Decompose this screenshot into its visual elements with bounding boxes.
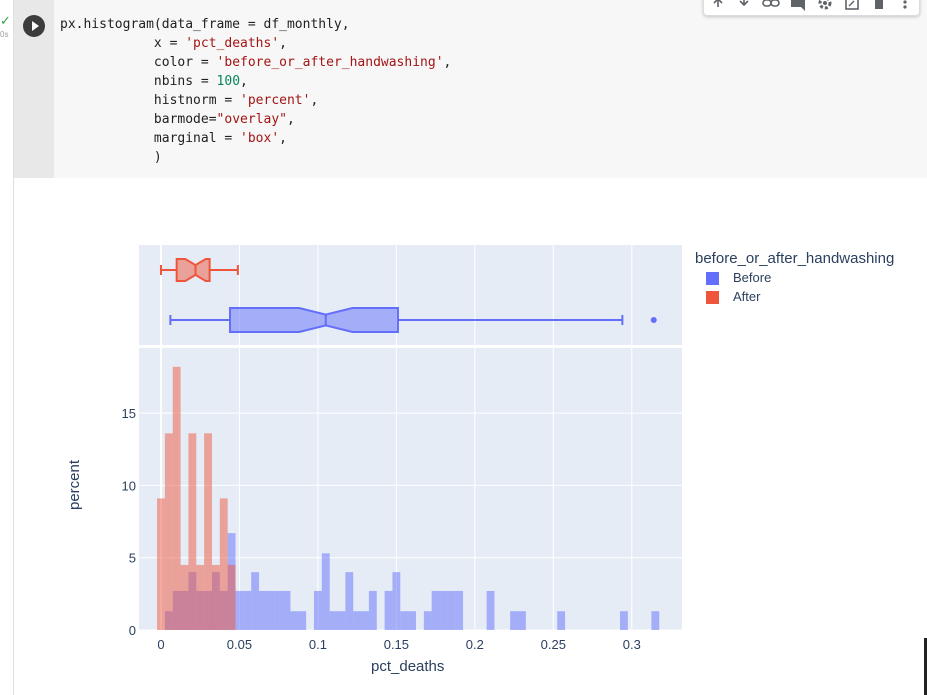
box-before [229,307,399,333]
x-tick-label: 0.2 [466,637,484,652]
histogram-bar-before [329,611,338,630]
scrollbar[interactable] [924,638,927,695]
histogram-bar-before [313,590,322,630]
mirror-cell-icon[interactable] [841,0,863,15]
histogram-bar-after [172,366,181,630]
x-tick-label: 0.25 [541,637,566,652]
histogram-bar-before [290,611,299,630]
histogram-bar-before [251,572,260,630]
histogram-bar-before [368,590,377,630]
notebook-margin [0,0,14,695]
legend-title: before_or_after_handwashing [695,250,895,267]
play-icon [32,21,39,31]
y-axis-title: percent [66,459,83,510]
histogram-bar-before [259,590,267,630]
x-tick-label: 0.15 [384,637,409,652]
cell-toolbar [703,0,920,16]
histogram-bar-after [157,498,165,630]
histogram-bar-after [196,564,205,630]
histogram-bar-after [180,564,189,630]
gear-icon[interactable] [814,0,836,15]
histogram-bar-before [408,611,416,630]
histogram-bar-after [211,564,220,630]
histogram-bar-before [423,611,432,630]
histogram-bar-before [486,590,495,630]
arrow-up-icon[interactable] [707,0,729,15]
execution-time: 0s [0,30,9,39]
histogram-bar-before [447,590,456,630]
histogram-bar-after [204,433,212,630]
legend-label-after: After [733,289,761,304]
histogram-bar-before [518,611,526,630]
legend-label-before: Before [733,270,772,285]
histogram-bar-before [266,590,275,630]
code-editor[interactable]: px.histogram(data_frame = df_monthly, x … [54,0,927,178]
y-tick-label: 15 [122,406,136,421]
comment-icon[interactable] [787,0,809,15]
legend-swatch-after [706,291,719,304]
histogram-bar-after [219,498,228,630]
histogram-bar-before [392,572,401,630]
histogram-bar-before [243,590,252,630]
histogram-bar-after [227,564,236,630]
histogram-bar-after [188,433,197,630]
histogram-bar-before [298,611,307,630]
histogram-bar-before [510,611,519,630]
run-cell-button[interactable] [23,15,45,37]
check-icon: ✓ [0,13,11,28]
legend-swatch-before [706,272,719,285]
cell-border [13,0,14,695]
delete-icon[interactable] [868,0,890,15]
box-outlier-before [650,317,657,323]
histogram-bar-before [361,611,369,630]
histogram-bar-before [620,611,628,630]
histogram-bar-before [345,572,354,630]
histogram-bar-before [400,611,409,630]
histogram-bar-before [557,611,566,630]
histogram-bar-before [321,553,330,630]
histogram-bar-before [384,590,393,630]
arrow-down-icon[interactable] [733,0,755,15]
x-axis-title: pct_deaths [371,658,445,675]
code-text[interactable]: px.histogram(data_frame = df_monthly, x … [60,17,452,165]
histogram-bar-before [431,590,440,630]
histogram-bar-before [274,590,283,630]
box-after [175,258,211,282]
more-icon[interactable] [894,0,916,15]
y-tick-label: 0 [129,623,136,638]
histogram-bar-before [337,611,346,630]
x-tick-label: 0.1 [309,637,327,652]
histogram-bar-before [235,590,244,630]
x-tick-label: 0.3 [623,637,641,652]
link-icon[interactable] [760,0,782,15]
box-plot-area [139,245,682,345]
histogram-bar-before [439,590,448,630]
histogram-bar-before [353,611,362,630]
histogram-bar-before [651,611,660,630]
y-tick-label: 10 [122,478,136,493]
histogram-bar-before [455,590,464,630]
x-tick-label: 0.05 [227,637,252,652]
y-tick-label: 5 [129,551,136,566]
histogram-bar-before [282,590,291,630]
x-tick-label: 0 [157,637,164,652]
histogram-bar-after [164,433,173,630]
